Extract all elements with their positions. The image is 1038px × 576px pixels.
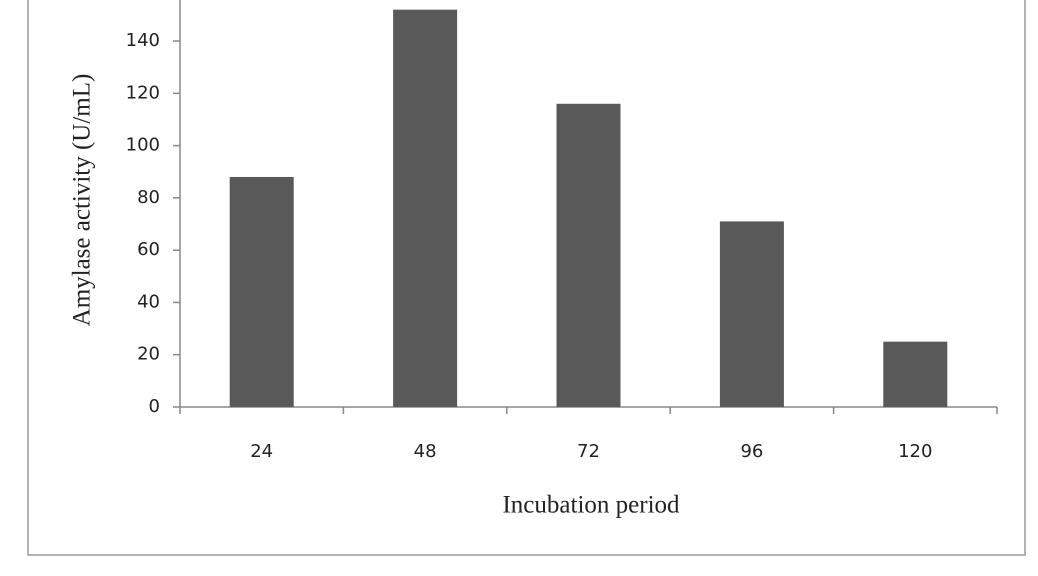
y-tick-label: 0 (149, 396, 160, 417)
y-tick-label: 120 (126, 82, 160, 103)
x-tick-label: 72 (577, 441, 600, 462)
bar (556, 103, 621, 407)
x-tick-label: 96 (740, 441, 763, 462)
y-tick-label: 40 (137, 291, 160, 312)
bar (719, 221, 784, 407)
x-tick-label: 48 (414, 441, 437, 462)
bar (883, 341, 948, 407)
y-axis-title: Amylase activity (U/mL) (69, 74, 96, 327)
y-tick-label: 20 (137, 344, 160, 365)
x-tick-label: 120 (898, 441, 932, 462)
bar (229, 176, 294, 407)
chart-frame (27, 0, 1026, 556)
y-tick-label: 100 (126, 135, 160, 156)
bar (393, 9, 458, 408)
y-tick-label: 80 (137, 187, 160, 208)
x-tick-label: 24 (250, 441, 273, 462)
x-axis-title: Incubation period (502, 492, 680, 519)
y-tick-label: 60 (137, 239, 160, 260)
y-tick-label: 140 (126, 30, 160, 51)
